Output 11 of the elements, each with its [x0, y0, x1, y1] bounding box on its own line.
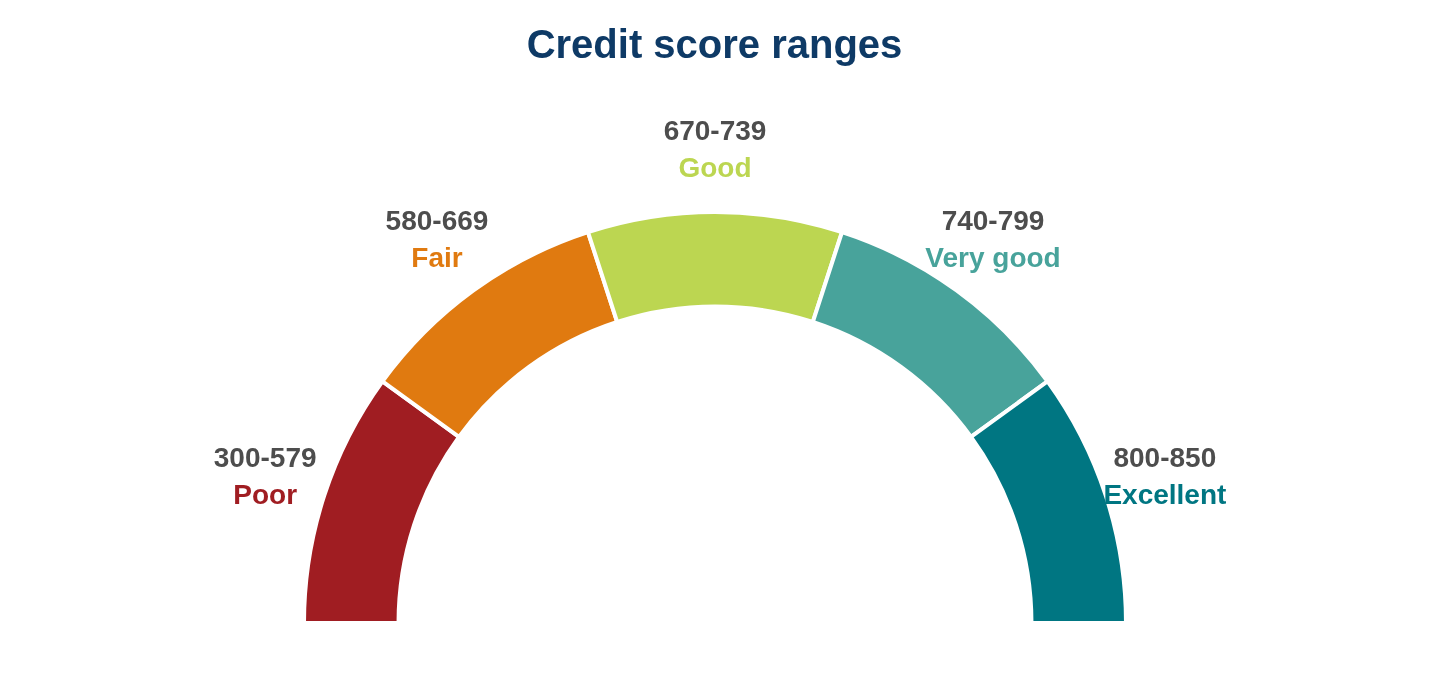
data-label: 300-579: [213, 441, 317, 473]
slice-label: Fair: [411, 242, 463, 274]
slice-label: Very good: [925, 242, 1061, 274]
data-label: 740-799: [941, 205, 1045, 237]
slice-label: Good: [678, 151, 752, 183]
data-label: 580-669: [385, 205, 489, 237]
slice-label: Excellent: [1103, 478, 1227, 510]
chart-title: Credit score ranges: [525, 22, 904, 67]
data-label: 800-850: [1113, 441, 1217, 473]
data-label: 670-739: [663, 114, 767, 146]
slice-label: Poor: [233, 478, 298, 510]
